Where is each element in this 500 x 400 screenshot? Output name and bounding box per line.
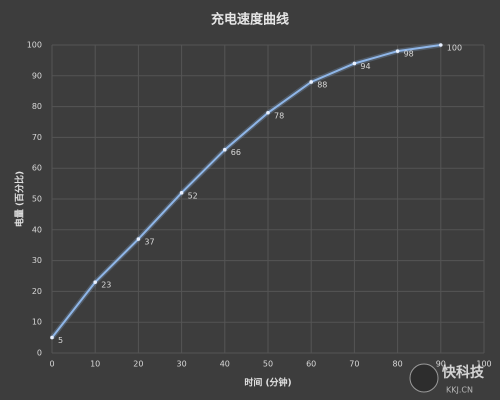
data-label: 98 bbox=[404, 50, 414, 59]
data-label: 66 bbox=[231, 148, 241, 157]
point bbox=[309, 80, 314, 84]
data-label: 94 bbox=[360, 62, 370, 71]
data-label: 78 bbox=[274, 111, 284, 120]
y-tick-label: 100 bbox=[27, 41, 42, 50]
data-label: 23 bbox=[101, 281, 111, 290]
x-tick-label: 100 bbox=[476, 360, 491, 369]
y-tick-label: 10 bbox=[32, 318, 42, 327]
y-axis-title: 电量 (百分比) bbox=[14, 171, 26, 227]
y-tick-label: 80 bbox=[32, 102, 42, 111]
point bbox=[439, 43, 443, 47]
data-label: 100 bbox=[447, 44, 462, 53]
x-tick-label: 40 bbox=[220, 360, 230, 369]
point bbox=[179, 191, 184, 195]
x-tick-label: 50 bbox=[263, 360, 273, 369]
point bbox=[136, 237, 141, 241]
x-tick-label: 70 bbox=[349, 360, 359, 369]
data-label: 88 bbox=[317, 80, 327, 89]
y-tick-label: 40 bbox=[32, 225, 42, 234]
watermark-sub: KKJ.CN bbox=[446, 386, 473, 395]
point bbox=[352, 61, 357, 66]
y-tick-label: 30 bbox=[32, 256, 42, 265]
x-tick-label: 30 bbox=[177, 360, 187, 369]
x-tick-label: 0 bbox=[49, 360, 54, 369]
watermark-icon bbox=[409, 363, 439, 393]
data-label: 52 bbox=[188, 191, 198, 200]
chart-title: 充电速度曲线 bbox=[211, 12, 289, 28]
data-label: 37 bbox=[144, 238, 154, 247]
x-tick-label: 10 bbox=[90, 360, 100, 369]
data-label: 5 bbox=[58, 336, 63, 345]
x-tick-label: 80 bbox=[393, 360, 403, 369]
x-tick-label: 90 bbox=[436, 360, 446, 369]
watermark: 快科技 KKJ.CN bbox=[409, 363, 485, 395]
y-tick-label: 70 bbox=[32, 133, 42, 142]
point bbox=[223, 147, 227, 152]
point bbox=[395, 49, 400, 53]
x-tick-label: 20 bbox=[133, 360, 143, 369]
y-tick-label: 0 bbox=[37, 349, 42, 358]
watermark-text: 快科技 bbox=[442, 364, 485, 381]
line bbox=[51, 44, 441, 339]
point bbox=[266, 110, 270, 115]
x-axis-title: 时间 (分钟) bbox=[244, 377, 291, 389]
point bbox=[93, 280, 97, 284]
y-tick-label: 90 bbox=[32, 71, 42, 80]
y-tick-label: 50 bbox=[32, 195, 42, 204]
point bbox=[50, 335, 54, 340]
y-tick-label: 20 bbox=[32, 287, 42, 296]
y-tick-label: 60 bbox=[32, 164, 42, 173]
x-tick-label: 60 bbox=[306, 360, 316, 369]
